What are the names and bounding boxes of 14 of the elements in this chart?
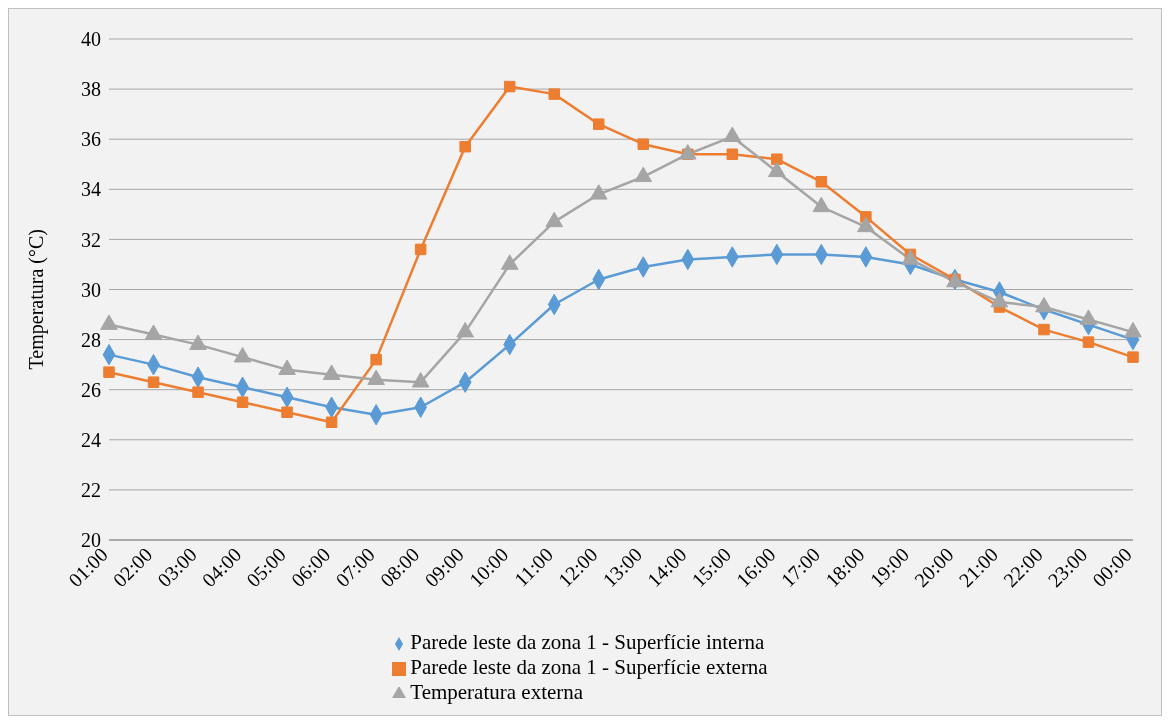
y-tick-label: 32: [81, 228, 101, 251]
y-tick-label: 36: [81, 128, 101, 151]
y-tick-label: 28: [81, 328, 101, 351]
y-axis-title: Temperatura (°C): [25, 229, 49, 370]
y-tick-label: 26: [81, 378, 101, 401]
legend-label: Parede leste da zona 1 - Superfície interna: [410, 630, 765, 654]
legend-label: Temperatura externa: [410, 680, 584, 704]
y-tick-label: 30: [81, 278, 101, 301]
legend-label: Parede leste da zona 1 - Superfície externa: [410, 655, 768, 679]
y-tick-label: 22: [81, 479, 101, 501]
y-tick-label: 24: [81, 428, 101, 451]
y-tick-label: 38: [81, 78, 101, 101]
y-tick-label: 40: [81, 28, 101, 51]
y-tick-label: 34: [81, 178, 101, 201]
